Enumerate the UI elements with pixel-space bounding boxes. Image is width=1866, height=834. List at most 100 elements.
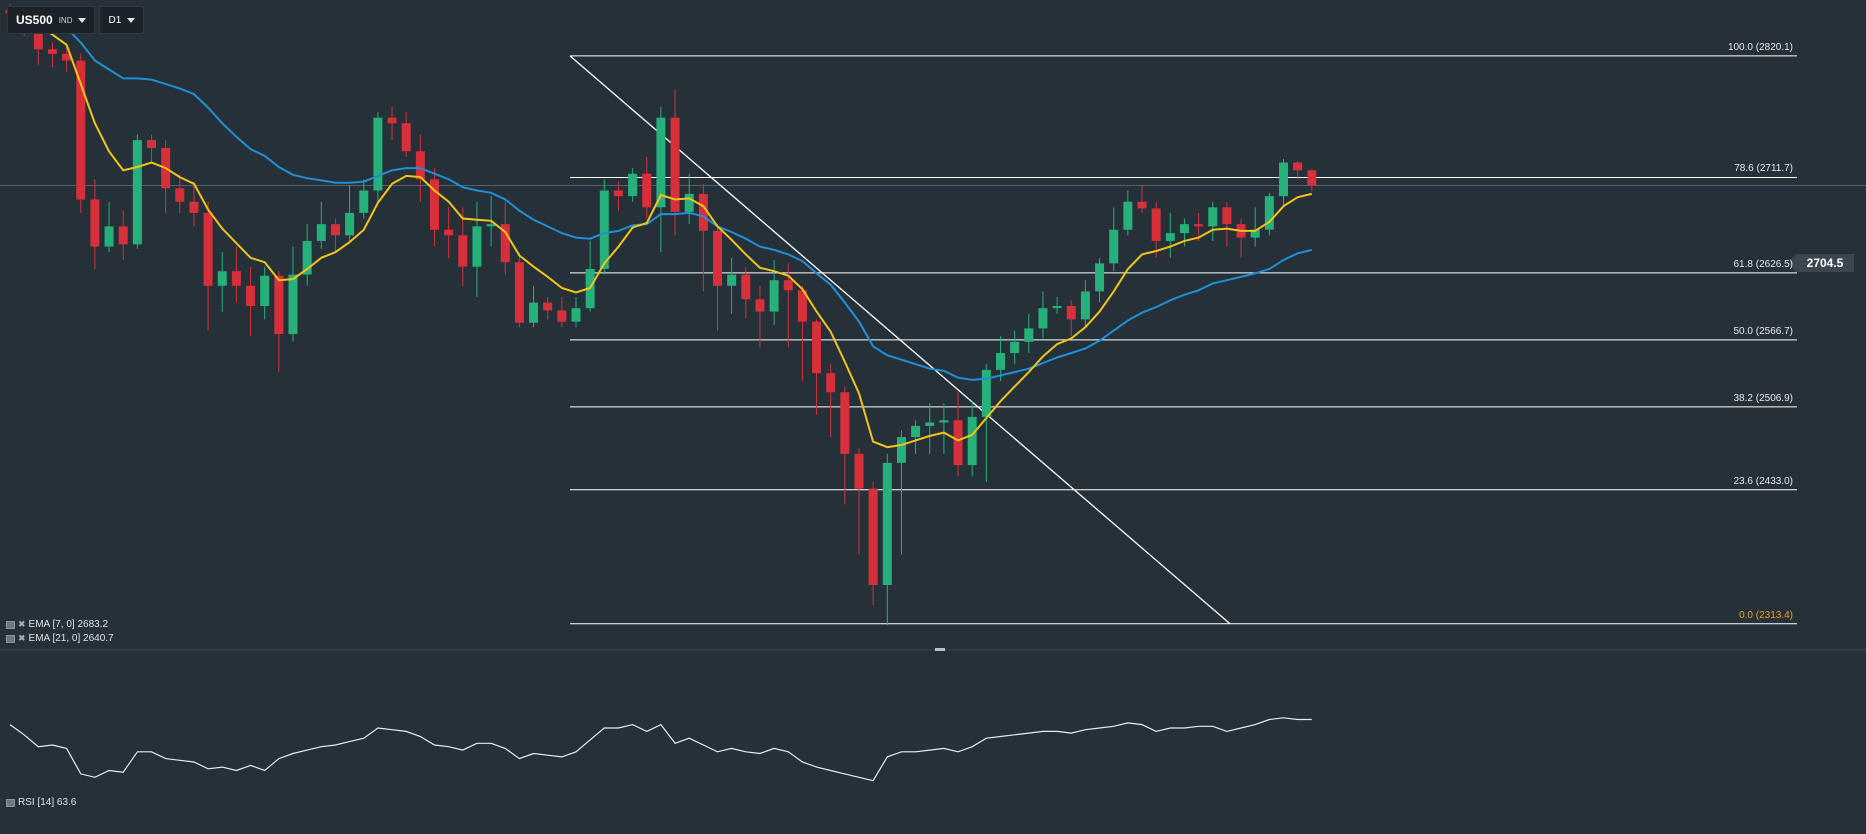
fib-level-label: 38.2 (2506.9) [1733, 392, 1794, 404]
candle-bear [231, 271, 241, 286]
candle-bear [1151, 208, 1161, 241]
candle-bull [486, 224, 496, 227]
candle-bear [840, 392, 850, 454]
rsi-line [9, 717, 1312, 782]
candle-bull [628, 173, 638, 197]
candle-bear [797, 290, 807, 322]
legend-ema-21-label: EMA [21, 0] 2640.7 [28, 633, 114, 644]
candle-bear [1194, 224, 1204, 227]
candle-bull [896, 437, 906, 463]
candle-bull [1109, 229, 1119, 264]
chevron-down-icon [78, 17, 87, 23]
candle-bear [444, 229, 454, 236]
candle-bull [769, 280, 779, 312]
candle-bear [246, 285, 256, 306]
candle-bear [401, 123, 411, 152]
symbol-toolbar: US500 IND D1 [7, 6, 145, 34]
candle-bull [996, 353, 1005, 370]
candle-bear [415, 151, 425, 180]
legend-ema-21[interactable]: ✖ EMA [21, 0] 2640.7 [6, 633, 114, 644]
candle-bull [1010, 341, 1020, 354]
fib-level-label: 50.0 (2566.7) [1733, 325, 1794, 337]
ema-21-line [9, 21, 1313, 381]
candle-bull [104, 226, 114, 247]
candle-bull [1279, 162, 1288, 197]
candle-bull [472, 226, 482, 267]
candle-bear [175, 188, 185, 202]
candle-bull [1052, 305, 1062, 309]
fib-level-label: 61.8 (2626.5) [1733, 258, 1794, 270]
close-icon[interactable]: ✖ [18, 619, 26, 629]
candle-bull [684, 193, 694, 212]
candle-bear [62, 53, 72, 61]
candle-bear [203, 212, 213, 286]
chart-grid [0, 184, 1866, 811]
legend-ema-7[interactable]: ✖ EMA [7, 0] 2683.2 [6, 619, 108, 630]
candle-bear [458, 235, 468, 267]
candle-bull [302, 240, 312, 275]
candle-bull [656, 117, 666, 208]
legend-rsi[interactable]: RSI [14] 63.6 [6, 797, 76, 808]
candle-bear [826, 373, 836, 393]
candle-bull [1095, 263, 1105, 292]
candle-bull [981, 369, 991, 417]
indicator-settings-icon[interactable] [6, 634, 15, 643]
candle-bull [132, 140, 142, 245]
candle-bull [882, 462, 892, 585]
candle-bull [1264, 196, 1274, 230]
candle-bull [529, 302, 539, 323]
current-price-tag: 2704.5 [1788, 254, 1854, 272]
candle-bull [217, 271, 227, 286]
timeframe-selector[interactable]: D1 [99, 6, 145, 34]
candle-bull [345, 212, 355, 236]
candle-bull [1038, 308, 1048, 329]
candle-bull [571, 308, 581, 322]
candle-bull [911, 425, 921, 438]
indicator-settings-icon[interactable] [6, 798, 15, 807]
fib-level-label: 78.6 (2711.7) [1734, 163, 1793, 175]
symbol-selector[interactable]: US500 IND [7, 6, 96, 34]
candle-bear [90, 199, 100, 247]
candle-bull [727, 274, 737, 286]
chevron-down-icon [127, 17, 136, 23]
timeframe-label: D1 [108, 14, 122, 26]
ema-7-line [9, 10, 1313, 449]
candle-bear [1066, 305, 1076, 320]
indicator-settings-icon[interactable] [6, 620, 15, 629]
legend-rsi-label: RSI [14] 63.6 [18, 797, 77, 808]
candle-bear [500, 224, 510, 263]
trend-line[interactable] [569, 55, 1231, 625]
fib-level-label: 23.6 (2433.0) [1733, 475, 1794, 487]
candle-bull [288, 274, 298, 334]
fib-level-label: 100.0 (2820.1) [1727, 41, 1793, 53]
candle-bull [359, 190, 369, 213]
candle-bull [939, 420, 949, 423]
candle-bear [47, 49, 57, 54]
panel-resize-handle[interactable] [935, 648, 945, 651]
close-icon[interactable]: ✖ [18, 633, 26, 643]
candle-bear [147, 140, 156, 148]
candle-bear [670, 117, 680, 212]
candle-bear [698, 193, 708, 231]
candle-bull [599, 190, 609, 269]
fib-level-label: 0.0 (2313.4) [1739, 609, 1793, 621]
candle-bull [1179, 224, 1189, 234]
candle-bull [967, 416, 977, 466]
fibonacci-retracement[interactable] [570, 55, 1797, 625]
candle-bull [1024, 328, 1034, 342]
candle-bull [1165, 233, 1175, 241]
candle-bear [76, 60, 86, 200]
candle-bear [812, 321, 822, 374]
candle-bull [1123, 201, 1133, 230]
candle-bear [642, 173, 652, 208]
candle-bear [755, 299, 765, 312]
symbol-type-label: IND [58, 15, 73, 25]
candle-bear [33, 26, 43, 50]
candle-bear [868, 488, 878, 585]
candle-bear [1137, 201, 1147, 209]
candle-bear [514, 262, 524, 323]
candle-bear [430, 179, 439, 230]
candle-bear [557, 310, 567, 322]
candle-bull [925, 422, 935, 426]
